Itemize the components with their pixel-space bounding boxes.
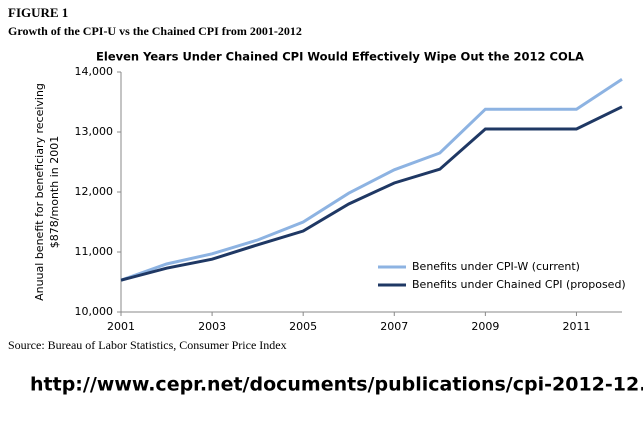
line [120, 105, 623, 282]
y-tick-label: 14,000 [75, 65, 114, 78]
line [120, 77, 623, 282]
y-tick-label: 13,000 [75, 125, 114, 138]
figure-label: FIGURE 1 [8, 5, 68, 20]
x-tick-label: 2009 [471, 320, 499, 333]
y-tick-label: 10,000 [75, 305, 114, 318]
legend-label: Benefits under CPI-W (current) [412, 260, 580, 273]
y-axis-label: $878/month in 2001 [48, 136, 61, 248]
x-tick-label: 2005 [289, 320, 317, 333]
heading: Growth of the CPI-U vs the Chained CPI f… [8, 24, 302, 38]
y-tick-label: 11,000 [75, 245, 114, 258]
x-tick-label: 2011 [562, 320, 590, 333]
x-tick-label: 2003 [198, 320, 226, 333]
y-axis-label: Anuual benefit for beneficiary receiving [33, 83, 46, 301]
url: http://www.cepr.net/documents/publicatio… [30, 374, 643, 396]
y-tick-label: 12,000 [75, 185, 114, 198]
x-tick-label: 2001 [107, 320, 135, 333]
legend-label: Benefits under Chained CPI (proposed) [412, 278, 626, 291]
source: Source: Bureau of Labor Statistics, Cons… [8, 338, 287, 352]
x-tick-label: 2007 [380, 320, 408, 333]
chart-title: Eleven Years Under Chained CPI Would Eff… [96, 50, 584, 64]
